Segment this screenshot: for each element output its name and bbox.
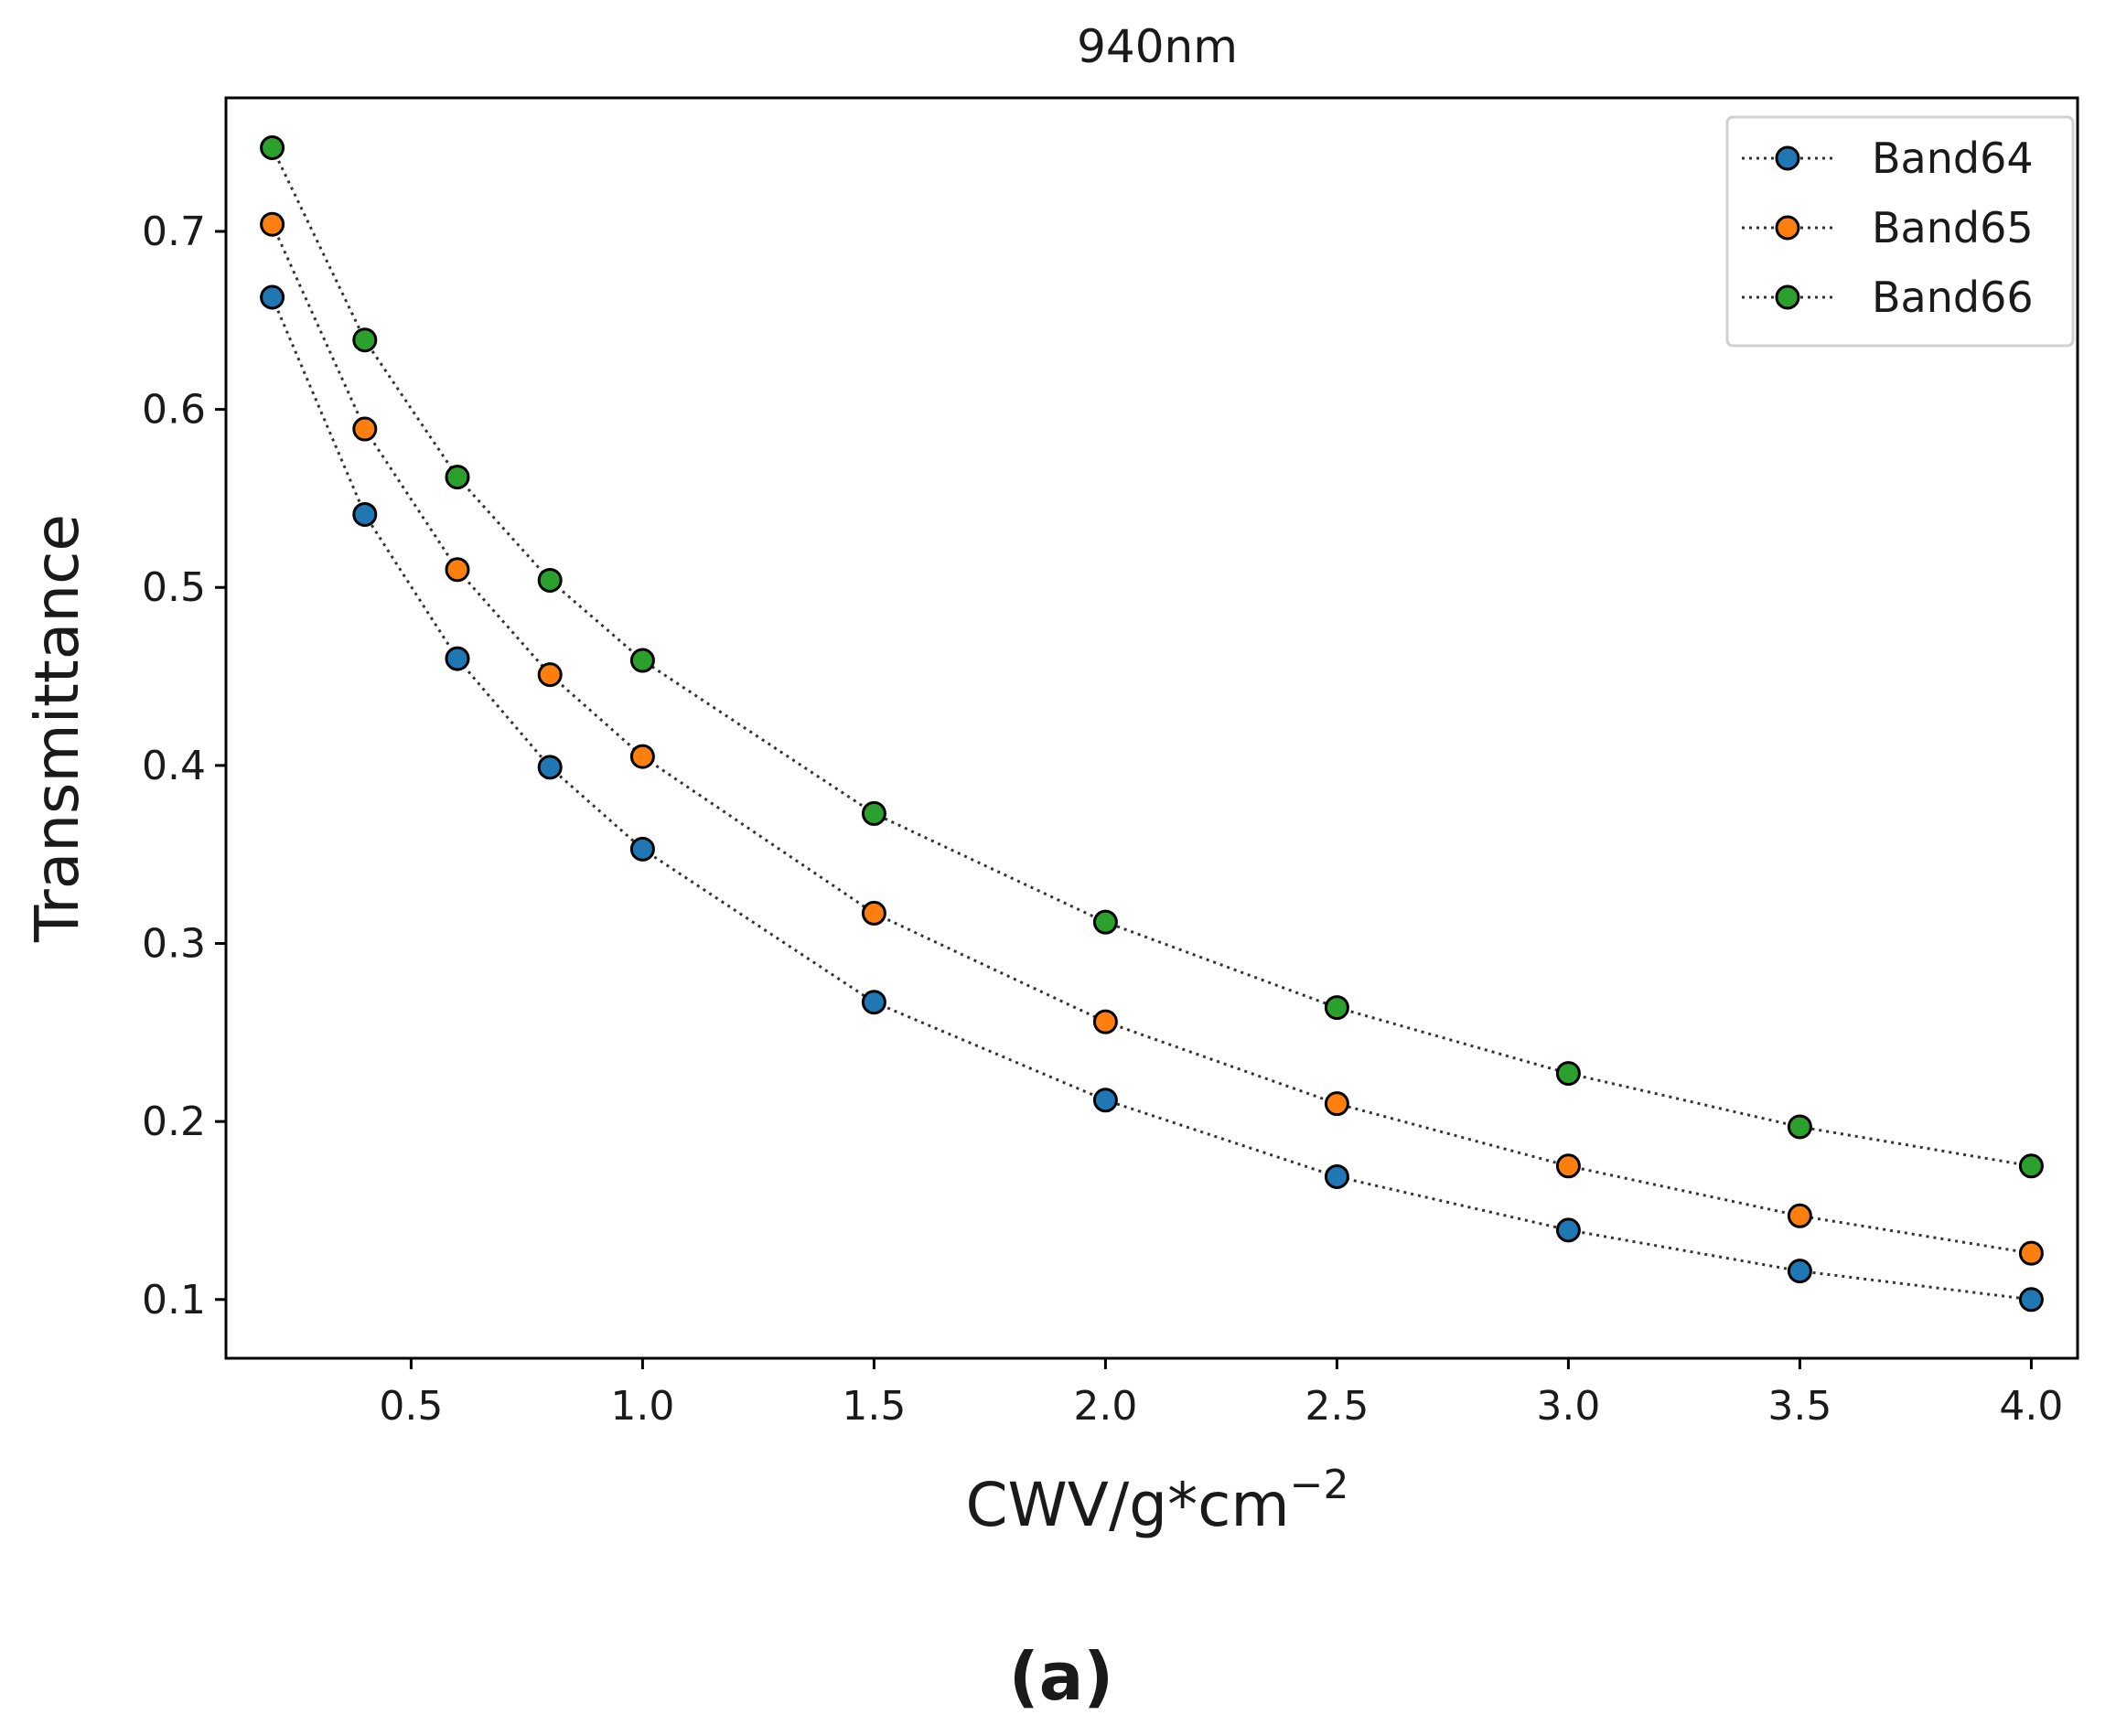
data-point-band65 <box>1787 1203 1812 1228</box>
data-point-band66 <box>629 648 655 673</box>
x-tick-label: 2.0 <box>1073 1383 1137 1430</box>
data-point-band66 <box>537 567 563 593</box>
data-point-band64 <box>629 836 655 862</box>
data-point-band64 <box>2018 1287 2044 1313</box>
y-tick-label: 0.1 <box>142 1277 206 1323</box>
legend-box <box>1725 115 2075 348</box>
x-tick-label: 3.0 <box>1536 1383 1600 1430</box>
data-point-band66 <box>1787 1114 1812 1140</box>
y-tick-label: 0.4 <box>142 743 206 789</box>
data-point-band65 <box>1324 1091 1349 1117</box>
y-tick-label: 0.7 <box>142 209 206 255</box>
data-point-band65 <box>2018 1240 2044 1266</box>
data-point-band64 <box>1324 1163 1349 1189</box>
data-point-band66 <box>861 800 886 826</box>
x-axis-label: CWV/g*cm−2 <box>965 1462 1348 1540</box>
legend: Band64 Band65 Band66 <box>1725 115 2075 348</box>
data-point-band65 <box>629 744 655 769</box>
x-axis-label-superscript: −2 <box>1290 1462 1349 1508</box>
data-point-band66 <box>1555 1061 1581 1087</box>
y-tick-label: 0.5 <box>142 564 206 611</box>
data-point-band65 <box>445 557 470 583</box>
data-point-band64 <box>445 646 470 671</box>
x-tick-label: 0.5 <box>379 1383 443 1430</box>
legend-marker <box>1775 215 1800 241</box>
data-point-band64 <box>1787 1259 1812 1284</box>
legend-marker <box>1775 284 1800 310</box>
y-tick-label: 0.6 <box>142 387 206 434</box>
data-point-band64 <box>352 501 378 527</box>
series-line-band65 <box>271 223 2032 1255</box>
plot-frame <box>224 96 2079 1360</box>
data-point-band66 <box>2018 1153 2044 1179</box>
data-point-band64 <box>861 990 886 1015</box>
x-tick-label: 2.5 <box>1305 1383 1369 1430</box>
data-point-band65 <box>1092 1009 1118 1034</box>
x-axis-label-text: CWV/g*cm <box>965 1470 1289 1540</box>
y-tick-label: 0.2 <box>142 1098 206 1145</box>
data-point-band64 <box>1555 1217 1581 1243</box>
data-point-band64 <box>260 284 285 310</box>
legend-marker <box>1775 145 1800 171</box>
series-line-band64 <box>271 296 2032 1302</box>
data-point-band64 <box>537 755 563 780</box>
data-point-band65 <box>537 662 563 688</box>
data-point-band66 <box>1324 995 1349 1021</box>
data-point-band66 <box>352 327 378 353</box>
legend-label: Band64 <box>1872 134 2034 183</box>
x-tick-label: 1.5 <box>842 1383 906 1430</box>
plot-area <box>260 134 2044 1313</box>
x-tick-label: 1.0 <box>610 1383 674 1430</box>
data-point-band66 <box>1092 909 1118 935</box>
data-point-band65 <box>352 416 378 442</box>
data-point-band66 <box>445 465 470 490</box>
y-axis-label: Transmittance <box>22 514 92 943</box>
data-point-band66 <box>260 134 285 160</box>
data-point-band65 <box>861 900 886 926</box>
data-point-band64 <box>1092 1088 1118 1113</box>
data-point-band65 <box>1555 1153 1581 1179</box>
y-tick-label: 0.3 <box>142 921 206 968</box>
x-axis: 0.5 1.0 1.5 2.0 2.5 3.0 3.5 4.0 <box>379 1358 2063 1430</box>
chart-title: 940nm <box>1077 20 1238 73</box>
legend-label: Band65 <box>1872 203 2034 252</box>
y-axis: 0.1 0.2 0.3 0.4 0.5 0.6 0.7 <box>142 209 226 1323</box>
legend-label: Band66 <box>1872 273 2034 322</box>
x-tick-label: 4.0 <box>1999 1383 2063 1430</box>
figure-caption: (a) <box>1009 1638 1113 1715</box>
x-tick-label: 3.5 <box>1767 1383 1831 1430</box>
data-point-band65 <box>260 211 285 237</box>
